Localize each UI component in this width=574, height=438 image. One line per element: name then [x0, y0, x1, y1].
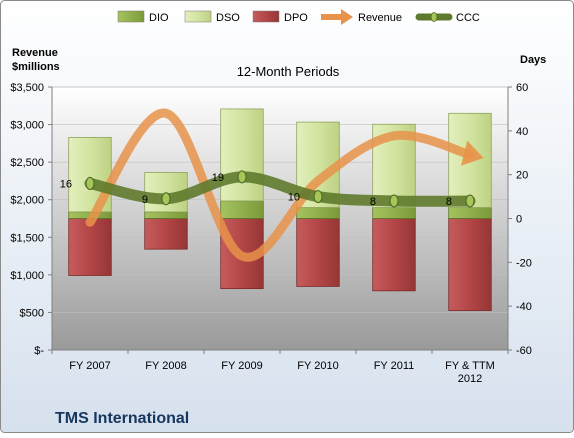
- revenue-arrowhead: [461, 140, 484, 166]
- legend-label: DIO: [149, 12, 169, 24]
- dpo-bar: [448, 218, 492, 311]
- revenue-line: [85, 108, 475, 262]
- dpo-bar: [144, 218, 188, 250]
- dio-bar: [220, 200, 264, 219]
- ccc-data-label: 8: [370, 196, 376, 208]
- legend-label: DSO: [216, 12, 240, 24]
- legend-item-revenue: Revenue: [321, 9, 402, 25]
- dso-bar: [220, 108, 264, 202]
- left-tick-label: $3,000: [10, 120, 44, 132]
- ccc-point: [161, 192, 171, 206]
- ccc-point: [237, 170, 247, 184]
- x-tick-label: FY & TTM: [445, 360, 495, 372]
- ccc-data-label: 8: [446, 196, 452, 208]
- dio-bar: [372, 207, 416, 219]
- left-tick-label: $500: [20, 307, 44, 319]
- x-axis-ticks: FY 2007 FY 2008 FY 2009 FY 2010 FY 2011 FY & …: [51, 350, 509, 385]
- bar-series: [68, 108, 492, 311]
- right-axis-ticks: -60 -40 -20 0 20 40 60: [508, 82, 532, 357]
- company-name: TMS International: [55, 410, 189, 427]
- legend-item-dio: DIO: [117, 10, 169, 24]
- right-axis-title: Days: [520, 54, 546, 66]
- ccc-point: [389, 194, 399, 208]
- dio-bar: [296, 207, 340, 219]
- legend-item-ccc: CCC: [415, 12, 480, 24]
- left-axis-title-line2: $millions: [12, 61, 60, 73]
- ccc-point: [465, 194, 475, 208]
- left-axis-ticks: $- $500 $1,000 $1,500 $2,000 $2,500 $3,000 $3,5…: [10, 82, 52, 357]
- dpo-bar: [372, 218, 416, 292]
- x-tick-label: 2012: [458, 373, 482, 385]
- ccc-data-label: 16: [60, 178, 72, 190]
- legend-swatch: [117, 10, 145, 23]
- right-tick-label: 60: [516, 82, 528, 94]
- legend: DIO DSO DPO Revenue CCC: [117, 9, 480, 25]
- ccc-line: [84, 171, 476, 207]
- legend-label: CCC: [456, 12, 480, 24]
- dio-bar: [144, 211, 188, 219]
- left-tick-label: $3,500: [10, 82, 44, 94]
- plot-area: [51, 86, 509, 351]
- x-tick-label: FY 2010: [297, 360, 338, 372]
- right-tick-label: -40: [516, 301, 532, 313]
- dpo-bar: [296, 218, 340, 287]
- legend-label: Revenue: [358, 12, 402, 24]
- ccc-point: [313, 190, 323, 204]
- left-tick-label: $2,500: [10, 157, 44, 169]
- legend-swatch: [184, 10, 212, 23]
- right-tick-label: -60: [516, 345, 532, 357]
- legend-item-dso: DSO: [184, 10, 240, 24]
- right-tick-label: 0: [516, 214, 522, 226]
- legend-label: DPO: [284, 12, 308, 24]
- dio-bar: [448, 207, 492, 219]
- left-tick-label: $-: [34, 345, 44, 357]
- revenue-arrow-series: [85, 108, 484, 262]
- ccc-data-label: 19: [212, 172, 224, 184]
- ccc-data-label: 10: [288, 192, 300, 204]
- dpo-bar: [68, 218, 112, 276]
- ccc-data-label: 9: [142, 194, 148, 206]
- legend-arrow-head: [341, 9, 353, 25]
- x-tick-label: FY 2007: [69, 360, 110, 372]
- left-tick-label: $1,500: [10, 232, 44, 244]
- left-axis-title-line1: Revenue: [12, 47, 58, 59]
- chart-title: 12-Month Periods: [237, 64, 340, 79]
- right-tick-label: -20: [516, 257, 532, 269]
- left-tick-label: $1,000: [10, 270, 44, 282]
- x-tick-label: FY 2009: [221, 360, 262, 372]
- ccc-line-series: 16 9 19 10 8 8: [60, 170, 476, 208]
- x-tick-label: FY 2011: [374, 360, 415, 372]
- legend-item-dpo: DPO: [252, 10, 308, 24]
- right-tick-label: 20: [516, 170, 528, 182]
- legend-marker: [430, 12, 438, 22]
- right-tick-label: 40: [516, 126, 528, 138]
- left-tick-label: $2,000: [10, 195, 44, 207]
- ccc-point: [85, 176, 95, 190]
- x-tick-label: FY 2008: [145, 360, 186, 372]
- legend-swatch: [252, 10, 280, 23]
